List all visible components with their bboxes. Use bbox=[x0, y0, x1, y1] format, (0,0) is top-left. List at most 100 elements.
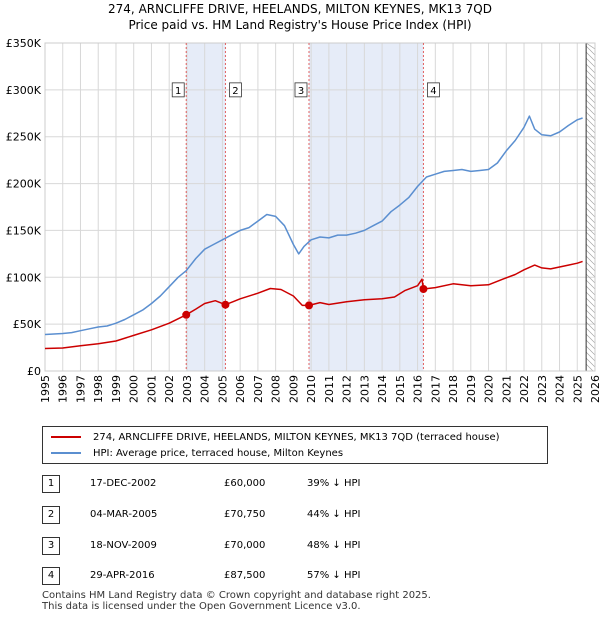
future-hatch-line bbox=[586, 357, 595, 368]
x-tick-label: 2025 bbox=[571, 375, 584, 403]
future-hatch-line bbox=[586, 207, 595, 218]
future-hatch-line bbox=[586, 327, 595, 338]
y-tick-label: £0 bbox=[27, 365, 41, 378]
legend-item-hpi: HPI: Average price, terraced house, Milt… bbox=[51, 445, 343, 461]
future-hatch-line bbox=[586, 81, 595, 92]
transaction-hpi-diff: 48% ↓ HPI bbox=[307, 540, 361, 551]
future-hatch-line bbox=[586, 273, 595, 284]
future-hatch-line bbox=[586, 75, 595, 86]
transaction-row: 1 17-DEC-2002 £60,000 39% ↓ HPI bbox=[42, 472, 562, 494]
legend-item-property: 274, ARNCLIFFE DRIVE, HEELANDS, MILTON K… bbox=[51, 429, 500, 445]
x-tick-label: 2009 bbox=[287, 375, 300, 403]
transaction-number: 1 bbox=[42, 475, 60, 493]
y-tick-label: £100K bbox=[6, 271, 42, 284]
future-hatch-line bbox=[586, 291, 595, 302]
transaction-date: 29-APR-2016 bbox=[90, 570, 155, 581]
sale-point-4 bbox=[419, 285, 428, 293]
x-tick-label: 2018 bbox=[447, 375, 460, 403]
future-hatch-line bbox=[586, 51, 595, 62]
future-hatch-line bbox=[586, 177, 595, 188]
footer-copyright: Contains HM Land Registry data © Crown c… bbox=[42, 590, 431, 601]
future-hatch-line bbox=[586, 159, 595, 170]
x-tick-label: 2015 bbox=[394, 375, 407, 403]
future-hatch-line bbox=[586, 267, 595, 278]
future-hatch-line bbox=[586, 201, 595, 212]
future-hatch-line bbox=[586, 153, 595, 164]
future-hatch-line bbox=[586, 213, 595, 224]
transaction-hpi-diff: 39% ↓ HPI bbox=[307, 478, 361, 489]
future-hatch-line bbox=[586, 237, 595, 248]
future-hatch-line bbox=[586, 57, 595, 68]
x-tick-label: 2001 bbox=[145, 375, 158, 403]
future-hatch-line bbox=[586, 183, 595, 194]
transaction-number: 3 bbox=[42, 537, 60, 555]
legend-label-hpi: HPI: Average price, terraced house, Milt… bbox=[93, 447, 344, 459]
footer-licence: This data is licensed under the Open Gov… bbox=[42, 601, 361, 612]
y-tick-label: £250K bbox=[6, 131, 42, 144]
future-hatch-line bbox=[586, 231, 595, 242]
future-hatch-line bbox=[586, 93, 595, 104]
future-hatch-line bbox=[586, 135, 595, 146]
x-tick-label: 1999 bbox=[110, 375, 123, 403]
transaction-row: 4 29-APR-2016 £87,500 57% ↓ HPI bbox=[42, 564, 562, 586]
y-tick-label: £200K bbox=[6, 178, 42, 191]
x-tick-label: 1998 bbox=[92, 375, 105, 403]
ownership-shade-1 bbox=[186, 43, 226, 371]
x-tick-label: 1995 bbox=[39, 375, 52, 403]
transaction-number: 4 bbox=[42, 567, 60, 585]
x-tick-label: 2007 bbox=[252, 375, 265, 403]
legend-label-property: 274, ARNCLIFFE DRIVE, HEELANDS, MILTON K… bbox=[93, 431, 500, 443]
x-tick-label: 2006 bbox=[234, 375, 247, 403]
sale-badge-4 bbox=[427, 82, 440, 98]
x-tick-label: 2020 bbox=[483, 375, 496, 403]
x-tick-label: 2011 bbox=[323, 375, 336, 403]
future-hatch-line bbox=[586, 321, 595, 332]
transaction-date: 17-DEC-2002 bbox=[90, 478, 157, 489]
future-hatch-line bbox=[586, 189, 595, 200]
hpi-line bbox=[44, 115, 583, 336]
sale-badge-label: 3 bbox=[298, 86, 304, 97]
x-tick-label: 2003 bbox=[181, 375, 194, 403]
x-tick-label: 2008 bbox=[270, 375, 283, 403]
future-hatch-line bbox=[586, 303, 595, 314]
future-hatch-line bbox=[586, 339, 595, 350]
x-tick-label: 2010 bbox=[305, 375, 318, 403]
future-hatch-line bbox=[586, 111, 595, 122]
future-hatch-line bbox=[586, 255, 595, 266]
x-tick-label: 2023 bbox=[536, 375, 549, 403]
legend: 274, ARNCLIFFE DRIVE, HEELANDS, MILTON K… bbox=[42, 426, 548, 464]
x-tick-label: 2002 bbox=[163, 375, 176, 403]
future-hatch-line bbox=[586, 129, 595, 140]
future-hatch-line bbox=[586, 351, 595, 362]
future-hatch-line bbox=[586, 309, 595, 320]
future-hatch-line bbox=[586, 105, 595, 116]
y-tick-label: £350K bbox=[6, 37, 42, 50]
legend-swatch-hpi bbox=[51, 452, 81, 454]
x-tick-label: 2016 bbox=[412, 375, 425, 403]
y-tick-label: £50K bbox=[13, 318, 42, 331]
transaction-row: 2 04-MAR-2005 £70,750 44% ↓ HPI bbox=[42, 503, 562, 525]
property-price-line bbox=[44, 260, 583, 350]
future-hatch-line bbox=[586, 69, 595, 80]
y-tick-label: £300K bbox=[6, 84, 42, 97]
sale-badge-2 bbox=[229, 82, 242, 98]
future-hatch-line bbox=[586, 219, 595, 230]
sale-badge-label: 1 bbox=[175, 86, 181, 97]
sale-point-3 bbox=[305, 301, 313, 310]
transaction-price: £87,500 bbox=[224, 570, 266, 581]
sale-badge-1 bbox=[171, 82, 185, 98]
transaction-date: 18-NOV-2009 bbox=[90, 540, 157, 551]
x-tick-label: 1996 bbox=[57, 375, 70, 403]
transaction-hpi-diff: 44% ↓ HPI bbox=[307, 509, 361, 520]
y-tick-label: £150K bbox=[6, 224, 42, 237]
x-tick-label: 2026 bbox=[589, 375, 600, 403]
future-hatch-line bbox=[586, 363, 594, 371]
x-tick-label: 2005 bbox=[216, 375, 229, 403]
future-hatch-line bbox=[586, 165, 595, 176]
x-tick-label: 2013 bbox=[358, 375, 371, 403]
future-hatch-line bbox=[586, 141, 595, 152]
future-hatch-line bbox=[586, 117, 595, 128]
x-tick-label: 2017 bbox=[429, 375, 442, 403]
x-tick-label: 2012 bbox=[341, 375, 354, 403]
future-hatch-line bbox=[586, 297, 595, 308]
